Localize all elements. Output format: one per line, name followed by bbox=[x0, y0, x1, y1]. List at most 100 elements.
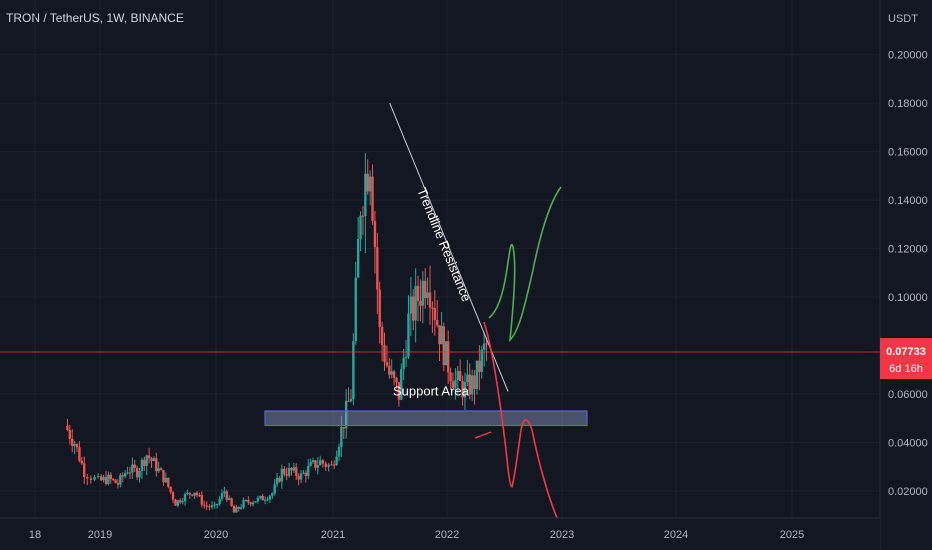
candle-body bbox=[426, 292, 429, 299]
candle-body bbox=[349, 398, 353, 402]
candle-body bbox=[275, 477, 279, 485]
candle-body bbox=[188, 492, 192, 495]
y-tick-label: 0.12000 bbox=[888, 244, 928, 256]
y-tick-label: 0.04000 bbox=[888, 437, 928, 449]
candle-body bbox=[397, 382, 401, 400]
candle-body bbox=[75, 444, 79, 448]
candle-body bbox=[268, 495, 272, 500]
trendline bbox=[389, 102, 509, 392]
candle-body bbox=[195, 492, 199, 496]
candle-body bbox=[383, 344, 386, 363]
candle-body bbox=[414, 285, 417, 321]
candle-body bbox=[431, 307, 434, 309]
candle-body bbox=[368, 176, 372, 192]
candle-body bbox=[181, 501, 184, 503]
candle-body bbox=[162, 470, 165, 483]
x-tick-label: 18 bbox=[29, 529, 41, 541]
last-price-tag bbox=[880, 338, 932, 379]
candle-body bbox=[254, 501, 257, 503]
candle-body bbox=[83, 463, 86, 478]
candle-body bbox=[466, 374, 469, 383]
candle-body bbox=[223, 491, 226, 494]
candle-body bbox=[157, 468, 160, 472]
candle-body bbox=[412, 296, 415, 321]
candle-body bbox=[244, 500, 248, 502]
candle-body bbox=[404, 356, 408, 358]
candle-body bbox=[440, 326, 443, 345]
candle-body bbox=[364, 173, 367, 217]
candle-body bbox=[330, 464, 333, 466]
candle-body bbox=[242, 500, 245, 508]
candle-body bbox=[213, 504, 216, 506]
x-tick-label: 2023 bbox=[550, 529, 574, 541]
candle-body bbox=[316, 465, 320, 468]
candle-body bbox=[215, 504, 219, 506]
candle-body bbox=[147, 455, 151, 459]
candle-body bbox=[304, 472, 308, 476]
candle-body bbox=[86, 477, 89, 479]
candle-body bbox=[332, 464, 336, 466]
candle-body bbox=[186, 492, 189, 494]
candle-body bbox=[327, 464, 330, 467]
candle-body bbox=[400, 369, 403, 400]
candle-body bbox=[227, 498, 231, 500]
candle-body bbox=[232, 506, 236, 513]
support-zone bbox=[264, 410, 588, 427]
candle-body bbox=[140, 459, 144, 471]
candle-body bbox=[230, 498, 233, 507]
candle-body bbox=[261, 495, 264, 501]
candle-body bbox=[371, 176, 374, 221]
candle-body bbox=[314, 460, 317, 468]
candle-body bbox=[278, 477, 281, 482]
candle-body bbox=[287, 467, 291, 476]
candle-body bbox=[421, 280, 425, 306]
candle-body bbox=[285, 474, 288, 476]
candle-body bbox=[292, 467, 296, 471]
y-tick-label: 0.16000 bbox=[888, 147, 928, 159]
candle-body bbox=[376, 247, 379, 290]
candle-body bbox=[335, 456, 338, 465]
candle-body bbox=[388, 365, 391, 375]
candle-body bbox=[390, 371, 393, 375]
candle-body bbox=[121, 475, 124, 477]
candle-body bbox=[203, 504, 206, 506]
y-tick-label: 0.06000 bbox=[888, 389, 928, 401]
y-tick-label: 0.20000 bbox=[888, 50, 928, 62]
candle-body bbox=[475, 360, 479, 389]
symbol-title: TRON / TetherUS, 1W, BINANCE bbox=[6, 11, 184, 25]
candle-body bbox=[321, 460, 325, 464]
bullish-projection bbox=[488, 186, 562, 343]
candle-body bbox=[446, 341, 450, 373]
candle-body bbox=[347, 400, 350, 402]
candle-body bbox=[143, 459, 146, 466]
candle-body bbox=[416, 285, 420, 301]
candle-body bbox=[133, 464, 136, 468]
candle-body bbox=[392, 371, 396, 378]
candle-body bbox=[342, 426, 345, 429]
candle-body bbox=[470, 375, 474, 395]
candle-body bbox=[107, 474, 110, 484]
bearish-projection bbox=[483, 321, 561, 526]
candle-body bbox=[218, 499, 221, 505]
candle-body bbox=[324, 463, 327, 467]
bar-countdown: 6d 16h bbox=[889, 363, 923, 375]
candle-body bbox=[473, 375, 476, 389]
candle-body bbox=[442, 326, 445, 366]
candle-body bbox=[337, 446, 341, 457]
candle-body bbox=[179, 500, 182, 503]
candle-body bbox=[114, 479, 117, 483]
candle-body bbox=[176, 500, 180, 506]
candle-body bbox=[80, 460, 84, 464]
candle-body bbox=[111, 478, 115, 480]
grid bbox=[0, 0, 880, 518]
candle-body bbox=[96, 476, 100, 478]
candle-body bbox=[145, 455, 148, 466]
candle-body bbox=[193, 492, 196, 496]
candle-body bbox=[385, 362, 389, 366]
candle-body bbox=[167, 477, 170, 487]
x-tick-label: 2025 bbox=[780, 529, 804, 541]
candle-body bbox=[251, 502, 255, 505]
candle-body bbox=[266, 499, 269, 501]
candle-body bbox=[290, 467, 293, 471]
